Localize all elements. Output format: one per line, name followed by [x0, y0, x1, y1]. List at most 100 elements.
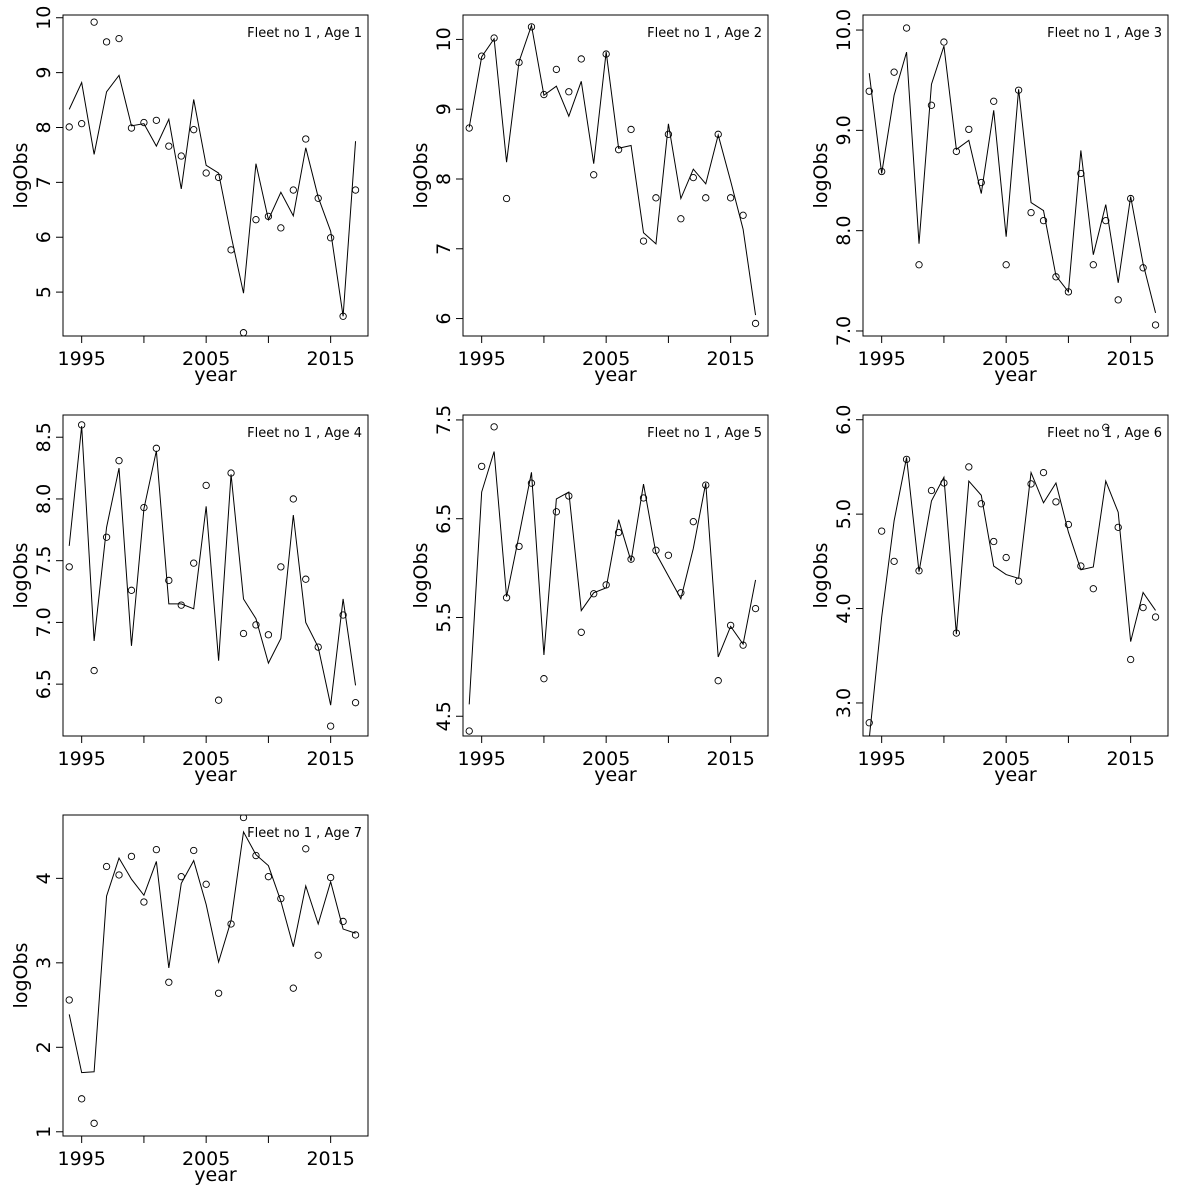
observation-point [115, 457, 123, 465]
x-tick-label: 2005 [982, 748, 1030, 770]
observation-point [314, 194, 322, 202]
observation-point [1089, 585, 1097, 593]
observation-point [527, 23, 536, 31]
observation-point [190, 846, 198, 855]
observation-point [1014, 577, 1023, 585]
observation-point [115, 871, 123, 879]
observation-point [102, 38, 111, 46]
x-axis-label: year [994, 764, 1037, 786]
observation-point [140, 118, 148, 127]
observation-point [614, 528, 623, 537]
x-axis-label: year [194, 764, 237, 786]
y-tick-label: 3 [33, 957, 55, 969]
x-tick-label: 1995 [57, 348, 105, 370]
y-tick-label: 7.0 [33, 607, 55, 637]
observation-point [127, 852, 136, 861]
y-tick-label: 1 [33, 1126, 55, 1138]
observation-point [102, 533, 111, 541]
observation-point [90, 666, 98, 675]
observation-point [339, 312, 347, 320]
plot-frame [862, 14, 1169, 337]
observation-point [78, 421, 86, 429]
observation-point [1127, 194, 1135, 203]
y-tick-label: 6 [433, 313, 455, 325]
y-tick-label: 6 [33, 231, 55, 243]
plot-area [65, 815, 360, 1127]
y-axis: 7.0 8.0 9.0 10.0 logObs [810, 9, 863, 346]
observation-point [902, 455, 911, 464]
plot-area [65, 18, 360, 336]
observation-point [490, 423, 498, 431]
y-tick-label: 5.0 [833, 499, 855, 529]
y-tick-label: 9 [33, 67, 55, 79]
observation-point [227, 469, 235, 477]
y-tick-label: 5 [33, 286, 55, 298]
panel-title: Fleet no 1 , Age 4 [247, 426, 362, 441]
observation-point [351, 699, 360, 707]
observation-point [664, 551, 673, 559]
x-tick-label: 1995 [57, 748, 105, 770]
observation-point [478, 52, 486, 60]
observation-point [677, 589, 685, 597]
observation-point [140, 898, 148, 906]
observation-point [65, 123, 73, 131]
observation-point [465, 727, 473, 735]
observation-point [264, 631, 273, 639]
fitted-line [68, 830, 356, 1074]
observation-point [1151, 613, 1160, 621]
observation-point [202, 880, 210, 888]
panel-7: 1995 2005 2015 year 1 2 3 4 logObs Fleet no 1 , A… [10, 814, 369, 1186]
panel-1: 1995 2005 2015 year 5 6 7 8 9 10 logObs Fleet no 1 … [10, 6, 369, 386]
x-axis: 1995 2005 2015 year [57, 736, 355, 786]
observation-point [1151, 321, 1160, 329]
x-axis-label: year [994, 364, 1037, 386]
y-tick-label: 10.0 [833, 9, 855, 51]
x-tick-label: 2005 [182, 748, 230, 770]
y-tick-label: 10 [33, 6, 55, 30]
observation-point [1002, 553, 1010, 562]
observation-point [314, 643, 322, 651]
x-tick-label: 1995 [457, 348, 505, 370]
observation-point [152, 444, 161, 452]
y-tick-label: 8 [33, 121, 55, 133]
observation-point [252, 851, 260, 860]
x-tick-label: 2005 [582, 748, 630, 770]
plot-frame [462, 414, 769, 737]
y-tick-label: 5.5 [433, 602, 455, 632]
observation-point [515, 58, 523, 67]
observation-point [977, 178, 985, 187]
observation-point [940, 38, 948, 46]
observation-point [190, 126, 198, 134]
observation-point [627, 125, 635, 134]
panel-title: Fleet no 1 , Age 7 [247, 826, 362, 841]
y-tick-label: 9.0 [833, 115, 855, 145]
observation-point [1114, 296, 1122, 304]
observation-point [227, 920, 235, 928]
x-tick-label: 2015 [706, 348, 754, 370]
observation-point [664, 130, 673, 138]
panel-title: Fleet no 1 , Age 6 [1047, 426, 1162, 441]
observation-point [927, 101, 936, 109]
observation-point [915, 567, 923, 575]
panel-6: 1995 2005 2015 year 3.0 4.0 5.0 6.0 logObs Fleet … [810, 405, 1169, 786]
observation-point [689, 518, 697, 526]
observation-point [339, 917, 347, 926]
x-tick-label: 2005 [182, 348, 230, 370]
x-axis: 1995 2005 2015 year [57, 336, 355, 386]
observation-point [890, 557, 898, 565]
observation-point [326, 234, 335, 242]
y-tick-label: 8.0 [833, 216, 855, 246]
observation-point [202, 481, 210, 490]
observation-point [239, 629, 248, 638]
plot-area [865, 24, 1160, 329]
x-axis: 1995 2005 2015 year [857, 736, 1155, 786]
observation-point [277, 894, 285, 903]
observation-point [264, 873, 273, 881]
plot-area [65, 421, 360, 730]
x-tick-label: 2015 [1106, 348, 1154, 370]
y-tick-label: 4 [33, 872, 55, 884]
y-tick-label: 4.5 [433, 701, 455, 731]
observation-point [502, 194, 511, 203]
observation-point [952, 629, 961, 637]
observation-point [351, 931, 360, 939]
